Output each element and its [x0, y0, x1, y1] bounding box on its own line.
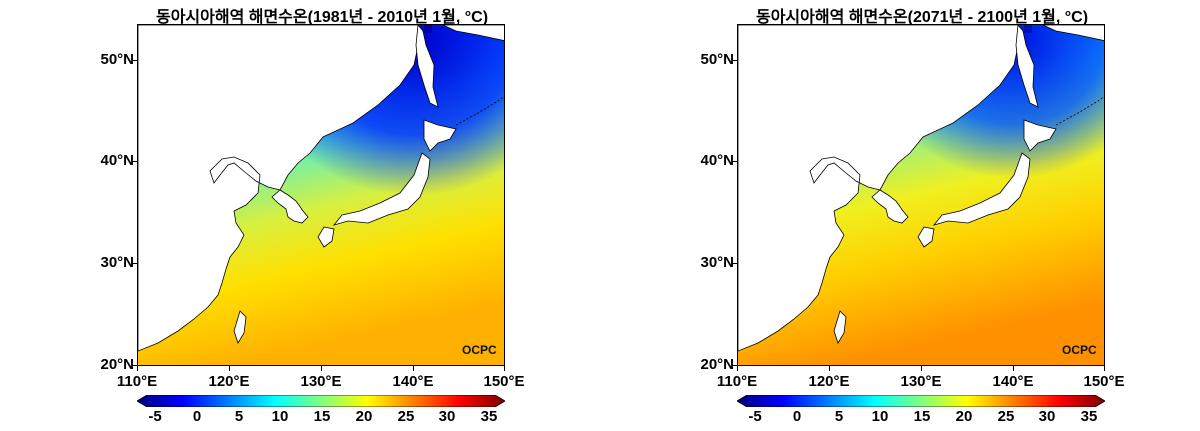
lon-label-120e: 120°E	[808, 373, 850, 390]
kuril-islands	[455, 96, 504, 126]
lat-tick	[732, 161, 737, 162]
northeast-landmass	[442, 25, 504, 41]
lon-label-150e: 150°E	[483, 373, 525, 390]
sakhalin-island	[1015, 25, 1039, 108]
lon-label-150e: 150°E	[1083, 373, 1125, 390]
asian-mainland	[738, 25, 1021, 352]
colorbar-tick-label: 35	[480, 408, 498, 425]
sst-map-svg	[138, 25, 504, 365]
kuril-islands	[1055, 96, 1104, 126]
colorbar-tick-label: 5	[834, 408, 844, 425]
lon-tick	[137, 366, 138, 371]
sst-map	[137, 24, 505, 366]
lat-label-50n: 50°N	[100, 51, 134, 68]
lon-tick	[321, 366, 322, 371]
lon-tick	[829, 366, 830, 371]
lon-label-140e: 140°E	[392, 373, 434, 390]
lat-tick	[132, 161, 137, 162]
northeast-landmass	[1042, 25, 1104, 41]
taiwan-island	[233, 310, 247, 344]
lon-tick	[413, 366, 414, 371]
lat-tick	[732, 263, 737, 264]
ocpc-watermark: OCPC	[462, 343, 497, 357]
lon-label-120e: 120°E	[208, 373, 250, 390]
hokkaido-island	[1023, 119, 1057, 152]
lat-tick	[732, 365, 737, 366]
lat-tick	[732, 60, 737, 61]
colorbar-tick-label: 35	[1080, 408, 1098, 425]
lon-label-110e: 110°E	[116, 373, 158, 390]
colorbar-tick-label: 30	[1038, 408, 1056, 425]
map-title: 동아시아해역 해면수온(2071년 - 2100년 1월, °C)	[755, 9, 1089, 26]
sst-map-panel-historical: 동아시아해역 해면수온(1981년 - 2010년 1월, °C)	[100, 9, 525, 425]
lat-label-20n: 20°N	[100, 356, 134, 373]
korean-peninsula	[871, 189, 909, 224]
map-title: 동아시아해역 해면수온(1981년 - 2010년 1월, °C)	[155, 9, 489, 26]
kyushu-island	[317, 226, 335, 248]
colorbar-tick-label: 0	[792, 408, 802, 425]
hokkaido-island	[423, 119, 457, 152]
lon-tick	[504, 366, 505, 371]
lon-label-130e: 130°E	[300, 373, 342, 390]
colorbar-tick-label: 25	[397, 408, 415, 425]
asian-mainland	[138, 25, 421, 352]
lat-label-30n: 30°N	[700, 254, 734, 271]
colorbar-tick-label: 15	[913, 408, 931, 425]
colorbar-tick-label: 20	[955, 408, 973, 425]
sakhalin-island	[415, 25, 439, 108]
colorbar	[737, 395, 1105, 407]
lat-tick	[132, 365, 137, 366]
lat-label-30n: 30°N	[100, 254, 134, 271]
colorbar-tick-label: 25	[997, 408, 1015, 425]
sst-map-svg	[738, 25, 1104, 365]
lat-tick	[132, 60, 137, 61]
ocpc-watermark: OCPC	[1062, 343, 1097, 357]
sst-map	[737, 24, 1105, 366]
colorbar-tick-label: 15	[313, 408, 331, 425]
colorbar-tick-label: 20	[355, 408, 373, 425]
lat-label-20n: 20°N	[700, 356, 734, 373]
lat-label-50n: 50°N	[700, 51, 734, 68]
colorbar-tick-label: 30	[438, 408, 456, 425]
lat-label-40n: 40°N	[700, 152, 734, 169]
lon-tick	[737, 366, 738, 371]
colorbar-tick-label: 5	[234, 408, 244, 425]
korean-peninsula	[271, 189, 309, 224]
lon-label-130e: 130°E	[900, 373, 942, 390]
lon-tick	[229, 366, 230, 371]
colorbar-tick-label: 0	[192, 408, 202, 425]
colorbar-tick-label: -5	[148, 408, 162, 425]
kyushu-island	[917, 226, 935, 248]
colorbar-tick-label: 10	[871, 408, 889, 425]
sst-map-panel-future: 동아시아해역 해면수온(2071년 - 2100년 1월, °C)	[600, 0, 1200, 431]
lon-tick	[1013, 366, 1014, 371]
colorbar-tick-label: 10	[271, 408, 289, 425]
taiwan-island	[833, 310, 847, 344]
lon-label-110e: 110°E	[716, 373, 758, 390]
lon-label-140e: 140°E	[992, 373, 1034, 390]
lat-label-40n: 40°N	[100, 152, 134, 169]
colorbar	[137, 395, 505, 407]
honshu-island	[932, 152, 1031, 226]
lon-tick	[921, 366, 922, 371]
colorbar-tick-label: -5	[748, 408, 762, 425]
lat-tick	[132, 263, 137, 264]
lon-tick	[1104, 366, 1105, 371]
honshu-island	[332, 152, 431, 226]
